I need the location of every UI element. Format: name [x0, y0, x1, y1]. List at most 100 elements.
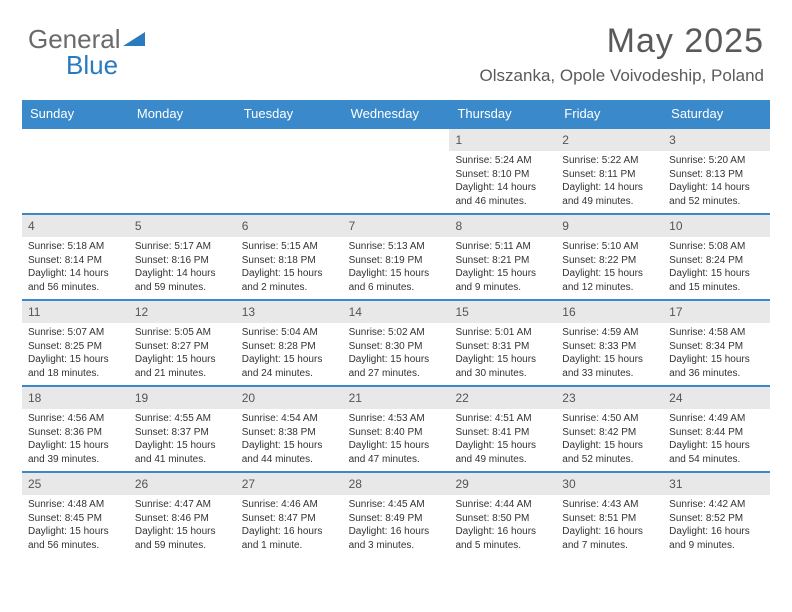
day-details: Sunrise: 5:10 AMSunset: 8:22 PMDaylight:…	[556, 237, 663, 297]
weekday-header: Saturday	[663, 100, 770, 127]
calendar-cell: 6Sunrise: 5:15 AMSunset: 8:18 PMDaylight…	[236, 215, 343, 299]
calendar-cell: 26Sunrise: 4:47 AMSunset: 8:46 PMDayligh…	[129, 473, 236, 557]
weekday-header: Wednesday	[343, 100, 450, 127]
calendar-row: 11Sunrise: 5:07 AMSunset: 8:25 PMDayligh…	[22, 299, 770, 385]
day-number: 24	[663, 387, 770, 409]
calendar-cell: 16Sunrise: 4:59 AMSunset: 8:33 PMDayligh…	[556, 301, 663, 385]
calendar-cell: 14Sunrise: 5:02 AMSunset: 8:30 PMDayligh…	[343, 301, 450, 385]
calendar-row: 25Sunrise: 4:48 AMSunset: 8:45 PMDayligh…	[22, 471, 770, 557]
calendar-cell	[22, 129, 129, 213]
calendar-body: 1Sunrise: 5:24 AMSunset: 8:10 PMDaylight…	[22, 127, 770, 557]
calendar-cell: 25Sunrise: 4:48 AMSunset: 8:45 PMDayligh…	[22, 473, 129, 557]
calendar-row: 4Sunrise: 5:18 AMSunset: 8:14 PMDaylight…	[22, 213, 770, 299]
calendar-cell: 1Sunrise: 5:24 AMSunset: 8:10 PMDaylight…	[449, 129, 556, 213]
calendar-cell: 17Sunrise: 4:58 AMSunset: 8:34 PMDayligh…	[663, 301, 770, 385]
calendar-cell: 11Sunrise: 5:07 AMSunset: 8:25 PMDayligh…	[22, 301, 129, 385]
day-details: Sunrise: 5:17 AMSunset: 8:16 PMDaylight:…	[129, 237, 236, 297]
calendar-cell: 28Sunrise: 4:45 AMSunset: 8:49 PMDayligh…	[343, 473, 450, 557]
calendar-cell: 24Sunrise: 4:49 AMSunset: 8:44 PMDayligh…	[663, 387, 770, 471]
day-number: 9	[556, 215, 663, 237]
calendar-cell: 23Sunrise: 4:50 AMSunset: 8:42 PMDayligh…	[556, 387, 663, 471]
day-details: Sunrise: 4:47 AMSunset: 8:46 PMDaylight:…	[129, 495, 236, 555]
calendar-cell: 2Sunrise: 5:22 AMSunset: 8:11 PMDaylight…	[556, 129, 663, 213]
weekday-header: Tuesday	[236, 100, 343, 127]
day-number: 4	[22, 215, 129, 237]
calendar-cell: 3Sunrise: 5:20 AMSunset: 8:13 PMDaylight…	[663, 129, 770, 213]
calendar-cell: 20Sunrise: 4:54 AMSunset: 8:38 PMDayligh…	[236, 387, 343, 471]
day-number: 22	[449, 387, 556, 409]
calendar-cell: 19Sunrise: 4:55 AMSunset: 8:37 PMDayligh…	[129, 387, 236, 471]
day-number: 23	[556, 387, 663, 409]
calendar-cell: 10Sunrise: 5:08 AMSunset: 8:24 PMDayligh…	[663, 215, 770, 299]
day-details: Sunrise: 5:08 AMSunset: 8:24 PMDaylight:…	[663, 237, 770, 297]
day-details: Sunrise: 5:24 AMSunset: 8:10 PMDaylight:…	[449, 151, 556, 211]
calendar-cell: 7Sunrise: 5:13 AMSunset: 8:19 PMDaylight…	[343, 215, 450, 299]
calendar-cell: 31Sunrise: 4:42 AMSunset: 8:52 PMDayligh…	[663, 473, 770, 557]
day-details: Sunrise: 5:05 AMSunset: 8:27 PMDaylight:…	[129, 323, 236, 383]
day-number: 28	[343, 473, 450, 495]
day-number: 16	[556, 301, 663, 323]
calendar-header: SundayMondayTuesdayWednesdayThursdayFrid…	[22, 100, 770, 127]
day-details: Sunrise: 4:53 AMSunset: 8:40 PMDaylight:…	[343, 409, 450, 469]
day-number: 27	[236, 473, 343, 495]
day-number: 11	[22, 301, 129, 323]
calendar-cell	[129, 129, 236, 213]
page-title: May 2025	[607, 22, 764, 61]
day-details: Sunrise: 4:56 AMSunset: 8:36 PMDaylight:…	[22, 409, 129, 469]
day-number: 3	[663, 129, 770, 151]
calendar-cell: 12Sunrise: 5:05 AMSunset: 8:27 PMDayligh…	[129, 301, 236, 385]
weekday-header: Thursday	[449, 100, 556, 127]
calendar-cell: 13Sunrise: 5:04 AMSunset: 8:28 PMDayligh…	[236, 301, 343, 385]
weekday-header: Sunday	[22, 100, 129, 127]
brand-logo: General Blue	[28, 24, 145, 55]
day-details: Sunrise: 4:48 AMSunset: 8:45 PMDaylight:…	[22, 495, 129, 555]
day-details: Sunrise: 5:22 AMSunset: 8:11 PMDaylight:…	[556, 151, 663, 211]
day-number: 1	[449, 129, 556, 151]
day-details: Sunrise: 5:07 AMSunset: 8:25 PMDaylight:…	[22, 323, 129, 383]
brand-triangle-icon	[123, 24, 145, 55]
calendar-row: 1Sunrise: 5:24 AMSunset: 8:10 PMDaylight…	[22, 127, 770, 213]
calendar-cell: 29Sunrise: 4:44 AMSunset: 8:50 PMDayligh…	[449, 473, 556, 557]
day-number: 19	[129, 387, 236, 409]
day-number: 5	[129, 215, 236, 237]
day-number: 18	[22, 387, 129, 409]
day-details: Sunrise: 4:42 AMSunset: 8:52 PMDaylight:…	[663, 495, 770, 555]
calendar-cell: 8Sunrise: 5:11 AMSunset: 8:21 PMDaylight…	[449, 215, 556, 299]
day-number: 17	[663, 301, 770, 323]
day-number: 15	[449, 301, 556, 323]
calendar-cell	[343, 129, 450, 213]
calendar-cell: 9Sunrise: 5:10 AMSunset: 8:22 PMDaylight…	[556, 215, 663, 299]
day-details: Sunrise: 4:43 AMSunset: 8:51 PMDaylight:…	[556, 495, 663, 555]
calendar: SundayMondayTuesdayWednesdayThursdayFrid…	[22, 100, 770, 557]
day-number: 31	[663, 473, 770, 495]
calendar-cell: 18Sunrise: 4:56 AMSunset: 8:36 PMDayligh…	[22, 387, 129, 471]
day-details: Sunrise: 4:54 AMSunset: 8:38 PMDaylight:…	[236, 409, 343, 469]
day-details: Sunrise: 5:11 AMSunset: 8:21 PMDaylight:…	[449, 237, 556, 297]
day-number: 29	[449, 473, 556, 495]
day-details: Sunrise: 5:02 AMSunset: 8:30 PMDaylight:…	[343, 323, 450, 383]
day-details: Sunrise: 4:51 AMSunset: 8:41 PMDaylight:…	[449, 409, 556, 469]
day-details: Sunrise: 5:13 AMSunset: 8:19 PMDaylight:…	[343, 237, 450, 297]
day-details: Sunrise: 4:49 AMSunset: 8:44 PMDaylight:…	[663, 409, 770, 469]
calendar-cell: 5Sunrise: 5:17 AMSunset: 8:16 PMDaylight…	[129, 215, 236, 299]
day-details: Sunrise: 4:58 AMSunset: 8:34 PMDaylight:…	[663, 323, 770, 383]
day-number: 20	[236, 387, 343, 409]
day-details: Sunrise: 5:18 AMSunset: 8:14 PMDaylight:…	[22, 237, 129, 297]
calendar-cell: 15Sunrise: 5:01 AMSunset: 8:31 PMDayligh…	[449, 301, 556, 385]
calendar-cell	[236, 129, 343, 213]
day-number: 7	[343, 215, 450, 237]
day-number: 6	[236, 215, 343, 237]
day-number: 2	[556, 129, 663, 151]
calendar-cell: 21Sunrise: 4:53 AMSunset: 8:40 PMDayligh…	[343, 387, 450, 471]
day-details: Sunrise: 5:01 AMSunset: 8:31 PMDaylight:…	[449, 323, 556, 383]
location-text: Olszanka, Opole Voivodeship, Poland	[480, 66, 764, 86]
calendar-cell: 27Sunrise: 4:46 AMSunset: 8:47 PMDayligh…	[236, 473, 343, 557]
day-details: Sunrise: 4:44 AMSunset: 8:50 PMDaylight:…	[449, 495, 556, 555]
day-details: Sunrise: 4:46 AMSunset: 8:47 PMDaylight:…	[236, 495, 343, 555]
day-details: Sunrise: 4:50 AMSunset: 8:42 PMDaylight:…	[556, 409, 663, 469]
day-details: Sunrise: 4:55 AMSunset: 8:37 PMDaylight:…	[129, 409, 236, 469]
calendar-cell: 30Sunrise: 4:43 AMSunset: 8:51 PMDayligh…	[556, 473, 663, 557]
day-number: 14	[343, 301, 450, 323]
day-number: 13	[236, 301, 343, 323]
weekday-header: Monday	[129, 100, 236, 127]
